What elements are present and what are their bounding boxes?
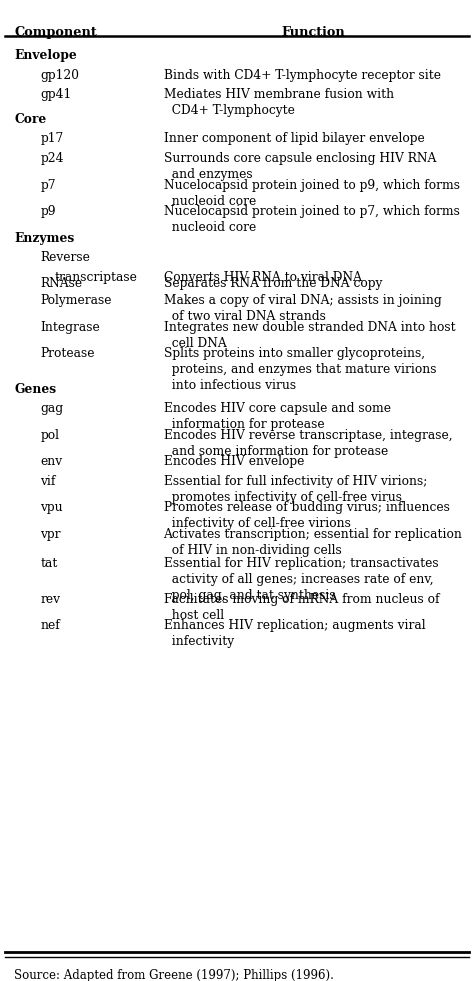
Text: rev: rev [40, 593, 60, 605]
Text: Mediates HIV membrane fusion with
  CD4+ T-lymphocyte: Mediates HIV membrane fusion with CD4+ T… [164, 88, 393, 118]
Text: vif: vif [40, 475, 55, 488]
Text: Reverse: Reverse [40, 251, 90, 264]
Text: Makes a copy of viral DNA; assists in joining
  of two viral DNA strands: Makes a copy of viral DNA; assists in jo… [164, 294, 441, 324]
Text: Converts HIV RNA to viral DNA: Converts HIV RNA to viral DNA [164, 271, 362, 284]
Text: Inner component of lipid bilayer envelope: Inner component of lipid bilayer envelop… [164, 132, 424, 145]
Text: RNAse: RNAse [40, 277, 82, 289]
Text: vpu: vpu [40, 501, 63, 514]
Text: gag: gag [40, 402, 64, 415]
Text: Activates transcription; essential for replication
  of HIV in non-dividing cell: Activates transcription; essential for r… [164, 528, 463, 557]
Text: Facilitates moving of mRNA from nucleus of
  host cell: Facilitates moving of mRNA from nucleus … [164, 593, 439, 622]
Text: Binds with CD4+ T-lymphocyte receptor site: Binds with CD4+ T-lymphocyte receptor si… [164, 69, 440, 81]
Text: Function: Function [281, 26, 345, 38]
Text: Protease: Protease [40, 347, 95, 360]
Text: Encodes HIV envelope: Encodes HIV envelope [164, 455, 304, 468]
Text: Essential for full infectivity of HIV virions;
  promotes infectivity of cell-fr: Essential for full infectivity of HIV vi… [164, 475, 427, 504]
Text: Component: Component [14, 26, 97, 38]
Text: p7: p7 [40, 179, 56, 191]
Text: Essential for HIV replication; transactivates
  activity of all genes; increases: Essential for HIV replication; transacti… [164, 557, 438, 602]
Text: transcriptase: transcriptase [55, 271, 137, 284]
Text: Enzymes: Enzymes [14, 232, 74, 244]
Text: Separates RNA from the DNA copy: Separates RNA from the DNA copy [164, 277, 382, 289]
Text: pol: pol [40, 429, 59, 441]
Text: nef: nef [40, 619, 60, 632]
Text: gp120: gp120 [40, 69, 79, 81]
Text: Nucelocapsid protein joined to p7, which forms
  nucleoid core: Nucelocapsid protein joined to p7, which… [164, 205, 459, 234]
Text: Encodes HIV reverse transcriptase, integrase,
  and some information for proteas: Encodes HIV reverse transcriptase, integ… [164, 429, 452, 458]
Text: Source: Adapted from Greene (1997); Phillips (1996).: Source: Adapted from Greene (1997); Phil… [14, 969, 334, 981]
Text: gp41: gp41 [40, 88, 72, 101]
Text: p17: p17 [40, 132, 64, 145]
Text: p24: p24 [40, 152, 64, 165]
Text: Promotes release of budding virus; influences
  infectivity of cell-free virions: Promotes release of budding virus; influ… [164, 501, 449, 531]
Text: p9: p9 [40, 205, 56, 218]
Text: Integrase: Integrase [40, 321, 100, 334]
Text: env: env [40, 455, 63, 468]
Text: Surrounds core capsule enclosing HIV RNA
  and enzymes: Surrounds core capsule enclosing HIV RNA… [164, 152, 436, 181]
Text: Integrates new double stranded DNA into host
  cell DNA: Integrates new double stranded DNA into … [164, 321, 455, 350]
Text: Nucelocapsid protein joined to p9, which forms
  nucleoid core: Nucelocapsid protein joined to p9, which… [164, 179, 459, 208]
Text: Envelope: Envelope [14, 49, 77, 62]
Text: Enhances HIV replication; augments viral
  infectivity: Enhances HIV replication; augments viral… [164, 619, 425, 648]
Text: Splits proteins into smaller glycoproteins,
  proteins, and enzymes that mature : Splits proteins into smaller glycoprotei… [164, 347, 436, 392]
Text: vpr: vpr [40, 528, 61, 541]
Text: tat: tat [40, 557, 58, 570]
Text: Polymerase: Polymerase [40, 294, 112, 307]
Text: Genes: Genes [14, 383, 56, 395]
Text: Core: Core [14, 113, 46, 126]
Text: Encodes HIV core capsule and some
  information for protease: Encodes HIV core capsule and some inform… [164, 402, 391, 432]
